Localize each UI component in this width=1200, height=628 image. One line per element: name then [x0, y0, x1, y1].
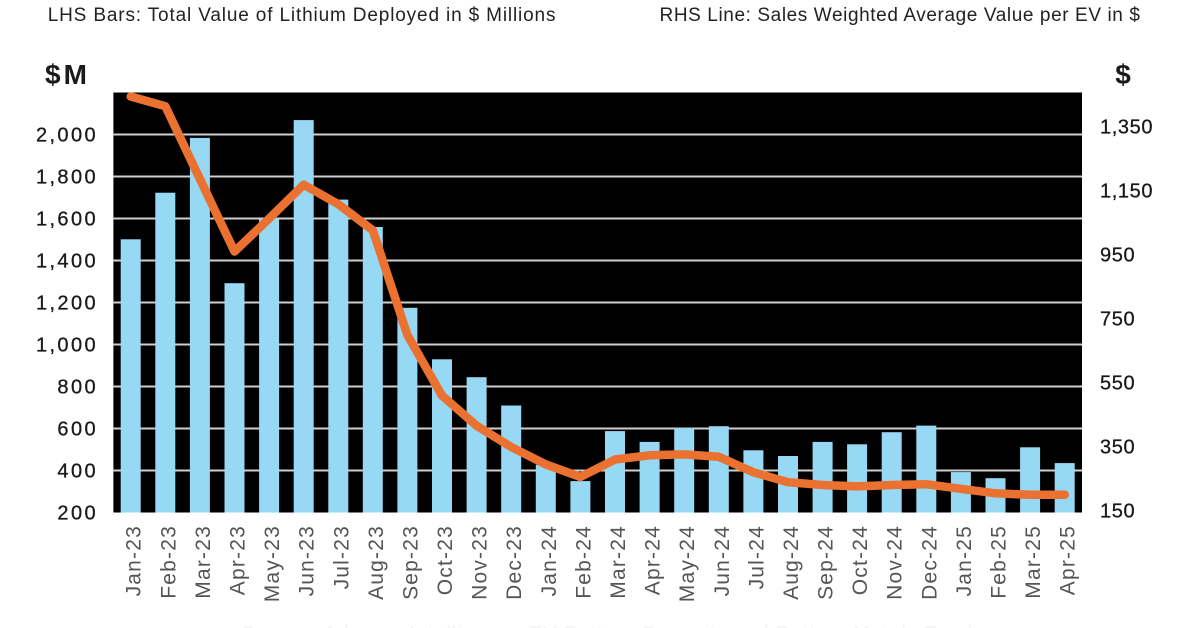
svg-text:350: 350	[1100, 437, 1135, 459]
svg-text:1,800: 1,800	[36, 167, 98, 189]
svg-text:Jul-24: Jul-24	[745, 525, 768, 589]
svg-text:Feb-24: Feb-24	[572, 525, 595, 599]
svg-text:550: 550	[1100, 373, 1135, 395]
svg-text:950: 950	[1100, 245, 1135, 267]
svg-text:Jun-24: Jun-24	[711, 525, 734, 596]
svg-text:Apr-24: Apr-24	[642, 525, 665, 595]
svg-text:1,600: 1,600	[36, 209, 98, 231]
svg-text:Mar-23: Mar-23	[192, 525, 215, 599]
svg-text:Dec-24: Dec-24	[918, 525, 941, 600]
svg-text:Oct-24: Oct-24	[849, 525, 872, 595]
svg-text:Apr-23: Apr-23	[227, 525, 250, 595]
svg-text:Dec-23: Dec-23	[503, 525, 526, 600]
svg-text:Oct-23: Oct-23	[434, 525, 457, 595]
svg-text:$M: $M	[45, 59, 90, 90]
svg-text:RHS Line: Sales Weighted Avera: RHS Line: Sales Weighted Average Value p…	[660, 5, 1141, 26]
svg-text:Feb-23: Feb-23	[157, 525, 180, 599]
svg-text:Sep-24: Sep-24	[815, 525, 838, 600]
svg-text:600: 600	[57, 419, 98, 441]
svg-text:1,150: 1,150	[1100, 181, 1153, 203]
svg-text:Aug-24: Aug-24	[780, 525, 803, 600]
svg-text:Jan-24: Jan-24	[538, 525, 561, 596]
svg-text:Source: Adamas Intelligence EV: Source: Adamas Intelligence EV Battery C…	[242, 623, 999, 628]
svg-text:Jan-25: Jan-25	[953, 525, 976, 596]
svg-text:Apr-25: Apr-25	[1057, 525, 1080, 595]
svg-text:Nov-24: Nov-24	[884, 525, 907, 600]
svg-text:Mar-25: Mar-25	[1022, 525, 1045, 599]
svg-text:750: 750	[1100, 309, 1135, 331]
svg-text:Mar-24: Mar-24	[607, 525, 630, 599]
svg-text:1,350: 1,350	[1100, 117, 1153, 139]
svg-text:1,200: 1,200	[36, 293, 98, 315]
svg-text:Jan-23: Jan-23	[123, 525, 146, 596]
svg-text:1,000: 1,000	[36, 335, 98, 357]
svg-text:Sep-23: Sep-23	[399, 525, 422, 600]
svg-text:Feb-25: Feb-25	[988, 525, 1011, 599]
svg-text:May-24: May-24	[676, 525, 699, 602]
svg-text:1,400: 1,400	[36, 251, 98, 273]
svg-text:Aug-23: Aug-23	[365, 525, 388, 600]
svg-text:400: 400	[57, 461, 98, 483]
svg-text:Nov-23: Nov-23	[469, 525, 492, 600]
svg-text:150: 150	[1100, 501, 1135, 523]
svg-text:May-23: May-23	[261, 525, 284, 602]
svg-text:Jun-23: Jun-23	[296, 525, 319, 596]
svg-text:800: 800	[57, 377, 98, 399]
svg-text:200: 200	[57, 503, 98, 525]
svg-text:2,000: 2,000	[36, 125, 98, 147]
svg-text:Jul-23: Jul-23	[330, 525, 353, 589]
svg-text:LHS Bars: Total Value of Lithi: LHS Bars: Total Value of Lithium Deploye…	[48, 5, 557, 26]
svg-text:$: $	[1115, 59, 1131, 90]
